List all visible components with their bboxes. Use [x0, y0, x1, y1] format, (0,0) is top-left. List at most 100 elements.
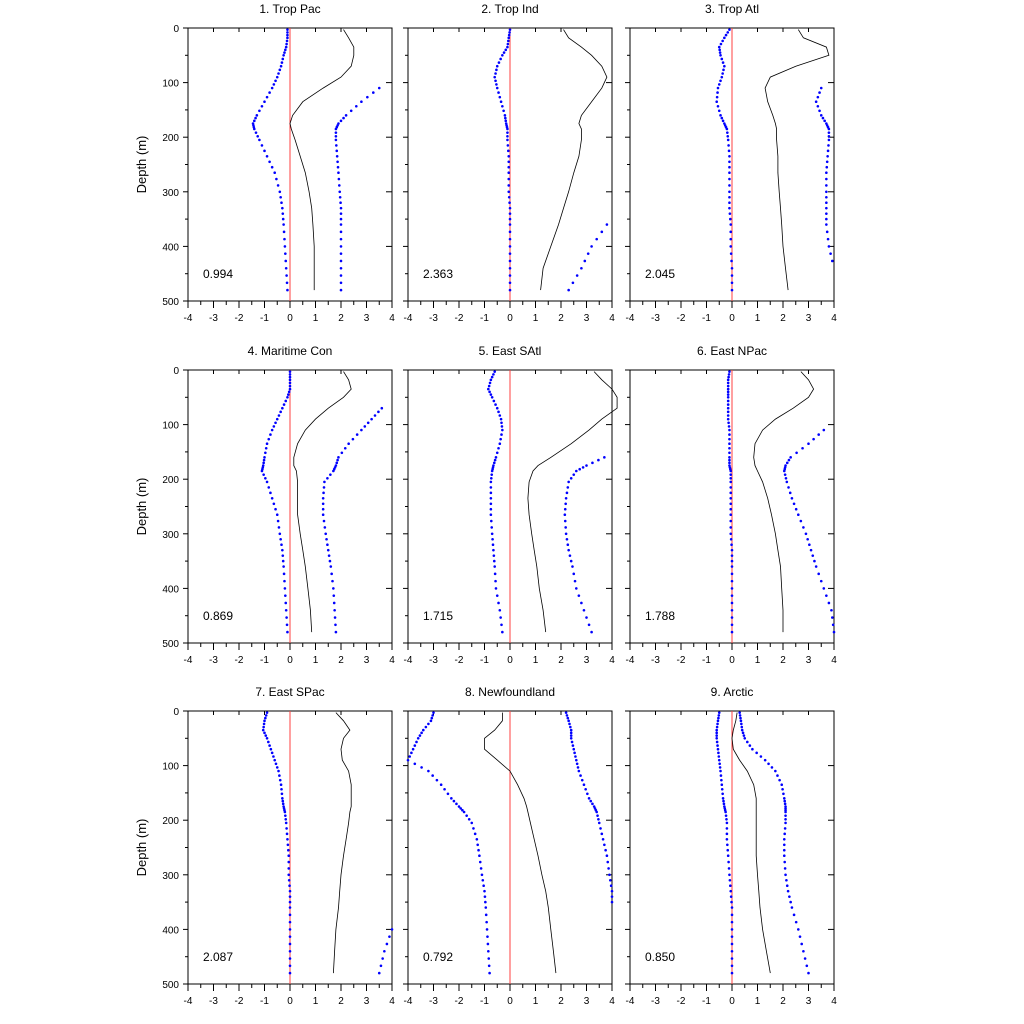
dot-point: [566, 543, 570, 547]
dot-point: [587, 797, 591, 800]
dot-point: [575, 758, 578, 762]
dot-point: [450, 797, 453, 800]
dot-point: [726, 848, 730, 852]
dot-point: [506, 42, 510, 46]
dot-point: [720, 787, 724, 791]
dot-point: [506, 138, 509, 142]
dot-point: [501, 104, 504, 108]
upper-bound-dots: [814, 86, 834, 263]
dot-point: [497, 410, 500, 414]
dot-point: [597, 821, 601, 825]
dot-point: [270, 86, 274, 90]
panel-4: 4. Maritime Con -4 -3 -2 -1 0 1 2 3 4 0 100 200 300 40…: [134, 344, 395, 666]
dot-point: [283, 810, 287, 814]
dot-point: [728, 878, 732, 882]
x-tick-label: -3: [651, 655, 660, 666]
dot-point: [722, 802, 726, 806]
dot-point: [729, 486, 733, 489]
upper-bound-dots: [782, 428, 836, 634]
x-tick-label: -1: [260, 313, 269, 324]
dot-point: [790, 497, 794, 500]
dot-point: [265, 442, 269, 446]
dot-point: [322, 491, 325, 495]
dot-point: [321, 497, 325, 500]
dot-point: [785, 884, 789, 888]
dot-point: [601, 838, 605, 841]
y-tick-label: 500: [162, 639, 179, 650]
dot-point: [586, 252, 590, 255]
dot-point: [726, 854, 730, 857]
x-tick-label: 4: [609, 313, 615, 324]
dot-point: [727, 421, 730, 425]
dot-point: [490, 469, 494, 473]
dot-point: [729, 895, 733, 898]
x-tick-label: 3: [806, 996, 812, 1007]
dot-point: [286, 28, 289, 31]
dot-point: [494, 456, 498, 459]
dot-point: [282, 572, 286, 576]
y-tick-label: 0: [173, 366, 179, 377]
dot-point: [265, 155, 269, 158]
dot-point: [260, 469, 264, 473]
x-tick-label: -3: [429, 313, 438, 324]
dot-point: [284, 814, 287, 817]
dot-point: [725, 127, 729, 131]
mean-profile-line: [293, 371, 352, 633]
dot-point: [728, 433, 731, 436]
dot-point: [508, 212, 512, 215]
lower-bound-dots: [493, 28, 512, 292]
x-tick-label: -3: [429, 996, 438, 1007]
dot-point: [390, 928, 394, 931]
dot-point: [827, 134, 831, 138]
dot-point: [728, 370, 731, 373]
x-tick-label: 4: [389, 655, 395, 666]
panel-value-label: 0.792: [423, 950, 453, 964]
dot-point: [285, 827, 288, 830]
dot-point: [767, 762, 770, 766]
x-tick-label: 0: [507, 655, 513, 666]
dot-point: [332, 601, 336, 605]
panel-title: 4. Maritime Con: [248, 344, 333, 358]
dot-point: [484, 906, 488, 909]
dot-point: [282, 223, 285, 226]
dot-point: [725, 817, 728, 821]
dot-point: [269, 491, 272, 495]
dot-point: [334, 138, 338, 142]
dot-point: [280, 543, 283, 547]
dot-point: [480, 873, 484, 877]
x-tick-label: -4: [626, 655, 635, 666]
dot-point: [829, 252, 832, 255]
x-tick-label: -4: [404, 655, 413, 666]
dot-point: [494, 79, 497, 83]
dot-point: [504, 116, 507, 120]
x-tick-label: -3: [429, 655, 438, 666]
dot-point: [778, 778, 781, 782]
mean-profile-line: [527, 371, 618, 633]
dot-point: [784, 814, 787, 817]
dot-point: [489, 502, 493, 506]
dot-point: [600, 832, 604, 836]
dot-point: [501, 428, 504, 432]
dot-point: [508, 245, 512, 248]
dot-point: [567, 548, 570, 552]
dot-point: [827, 601, 831, 605]
y-tick-label: 300: [162, 871, 179, 882]
dot-point: [591, 802, 594, 806]
dot-point: [508, 259, 512, 263]
dot-point: [326, 548, 330, 552]
dot-point: [502, 109, 505, 113]
dot-point: [730, 565, 734, 568]
dot-point: [716, 86, 720, 90]
dot-point: [264, 714, 268, 717]
dot-point: [285, 42, 288, 46]
dot-point: [339, 252, 343, 255]
x-tick-label: 3: [584, 996, 590, 1007]
x-tick-label: 2: [338, 655, 344, 666]
dot-point: [492, 373, 495, 376]
dot-point: [825, 223, 828, 226]
dot-point: [508, 206, 512, 210]
dot-point: [582, 608, 586, 612]
dot-point: [288, 384, 292, 388]
dot-point: [284, 594, 287, 597]
dot-point: [563, 507, 567, 511]
